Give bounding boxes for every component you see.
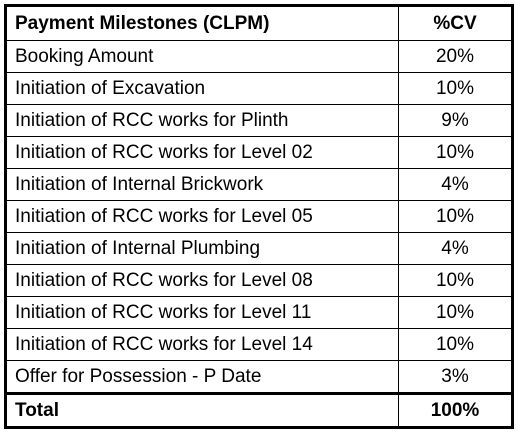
value-cell: %CV xyxy=(398,5,513,41)
label-cell: Initiation of Internal Plumbing xyxy=(5,232,399,265)
body-row: Initiation of Excavation 10% xyxy=(5,72,513,105)
body-row: Initiation of RCC works for Level 14 10% xyxy=(5,328,513,361)
body-row: Initiation of RCC works for Level 11 10% xyxy=(5,296,513,329)
body-row: Initiation of RCC works for Plinth 9% xyxy=(5,104,513,137)
value-cell: 10% xyxy=(398,296,513,329)
label-cell: Offer for Possession - P Date xyxy=(5,360,399,394)
body-row: Initiation of RCC works for Level 08 10% xyxy=(5,264,513,297)
total-row: Total 100% xyxy=(5,392,513,428)
body-row: Initiation of Internal Plumbing 4% xyxy=(5,232,513,265)
value-cell: 9% xyxy=(398,104,513,137)
body-row: Initiation of RCC works for Level 02 10% xyxy=(5,136,513,169)
label-cell: Initiation of Internal Brickwork xyxy=(5,168,399,201)
value-cell: 10% xyxy=(398,136,513,169)
head-row: Payment Milestones (CLPM) %CV xyxy=(5,5,513,41)
label-cell: Initiation of Excavation xyxy=(5,72,399,105)
value-cell: 4% xyxy=(398,232,513,265)
milestone-table: Payment Milestones (CLPM) %CV Booking Amou… xyxy=(4,4,514,429)
label-cell: Initiation of RCC works for Plinth xyxy=(5,104,399,137)
body-row: Offer for Possession - P Date 3% xyxy=(5,360,513,394)
value-cell: 10% xyxy=(398,328,513,361)
label-cell: Total xyxy=(5,392,399,428)
value-cell: 100% xyxy=(398,392,513,428)
label-cell: Initiation of RCC works for Level 08 xyxy=(5,264,399,297)
value-cell: 3% xyxy=(398,360,513,394)
label-cell: Initiation of RCC works for Level 05 xyxy=(5,200,399,233)
value-cell: 20% xyxy=(398,40,513,73)
label-cell: Booking Amount xyxy=(5,40,399,73)
value-cell: 10% xyxy=(398,72,513,105)
body-row: Initiation of Internal Brickwork 4% xyxy=(5,168,513,201)
value-cell: 10% xyxy=(398,200,513,233)
label-cell: Initiation of RCC works for Level 11 xyxy=(5,296,399,329)
table-body: Payment Milestones (CLPM) %CV Booking Amou… xyxy=(5,5,513,428)
label-cell: Initiation of RCC works for Level 14 xyxy=(5,328,399,361)
body-row: Booking Amount 20% xyxy=(5,40,513,73)
value-cell: 4% xyxy=(398,168,513,201)
label-cell: Payment Milestones (CLPM) xyxy=(5,5,399,41)
label-cell: Initiation of RCC works for Level 02 xyxy=(5,136,399,169)
body-row: Initiation of RCC works for Level 05 10% xyxy=(5,200,513,233)
value-cell: 10% xyxy=(398,264,513,297)
